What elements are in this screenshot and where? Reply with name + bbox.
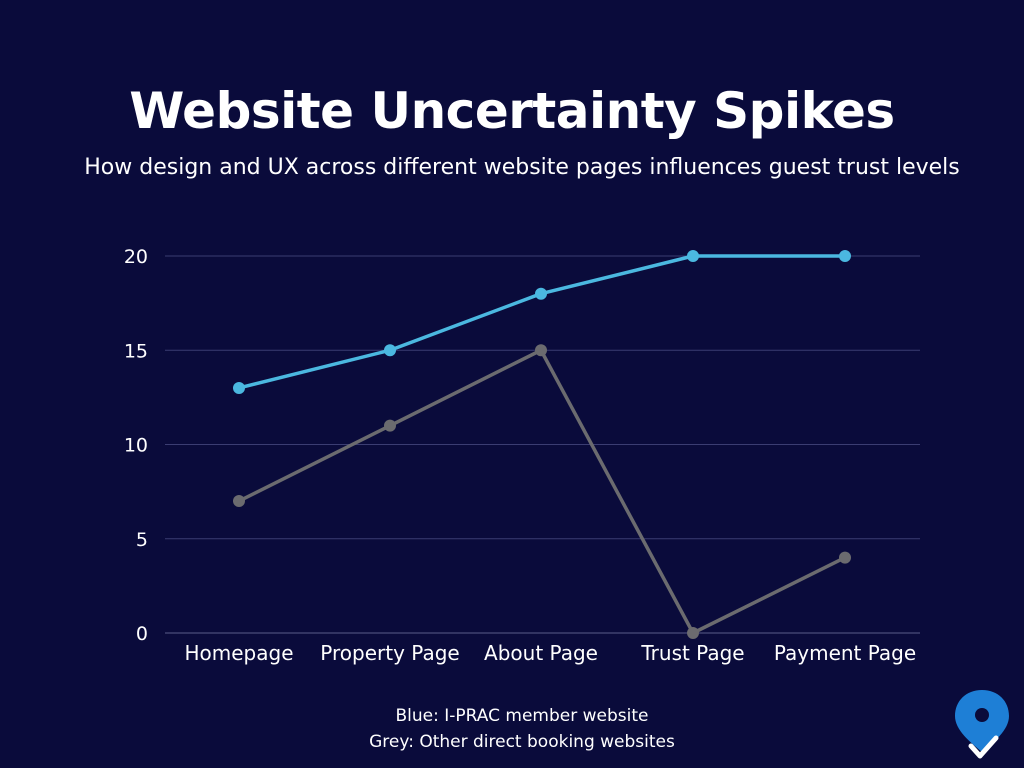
legend-line-blue: Blue: I-PRAC member website xyxy=(395,706,649,726)
legend-line-grey: Grey: Other direct booking websites xyxy=(369,732,675,752)
x-tick-label: Trust Page xyxy=(640,641,744,665)
chart-subtitle: How design and UX across different websi… xyxy=(84,155,960,180)
series-line-1 xyxy=(237,348,847,635)
data-point xyxy=(535,344,547,357)
y-tick-label: 10 xyxy=(124,435,148,457)
data-point xyxy=(839,551,851,564)
x-tick-label: About Page xyxy=(484,641,598,665)
y-tick-label: 20 xyxy=(124,246,148,268)
data-point xyxy=(687,250,699,262)
data-point xyxy=(233,381,245,394)
data-point xyxy=(839,250,851,262)
map-pin-check-icon xyxy=(955,690,1009,759)
data-point xyxy=(233,495,245,508)
x-tick-label: Property Page xyxy=(320,641,459,665)
data-point xyxy=(384,344,396,357)
data-point xyxy=(687,627,699,639)
y-tick-label: 0 xyxy=(136,623,148,645)
x-tick-label: Payment Page xyxy=(774,641,916,665)
data-point xyxy=(384,419,396,432)
y-tick-label: 5 xyxy=(136,529,148,551)
y-tick-label: 15 xyxy=(124,340,148,362)
chart-title: Website Uncertainty Spikes xyxy=(129,82,895,140)
x-tick-label: Homepage xyxy=(184,641,293,665)
series-line-0 xyxy=(237,254,847,390)
data-point xyxy=(535,287,547,300)
